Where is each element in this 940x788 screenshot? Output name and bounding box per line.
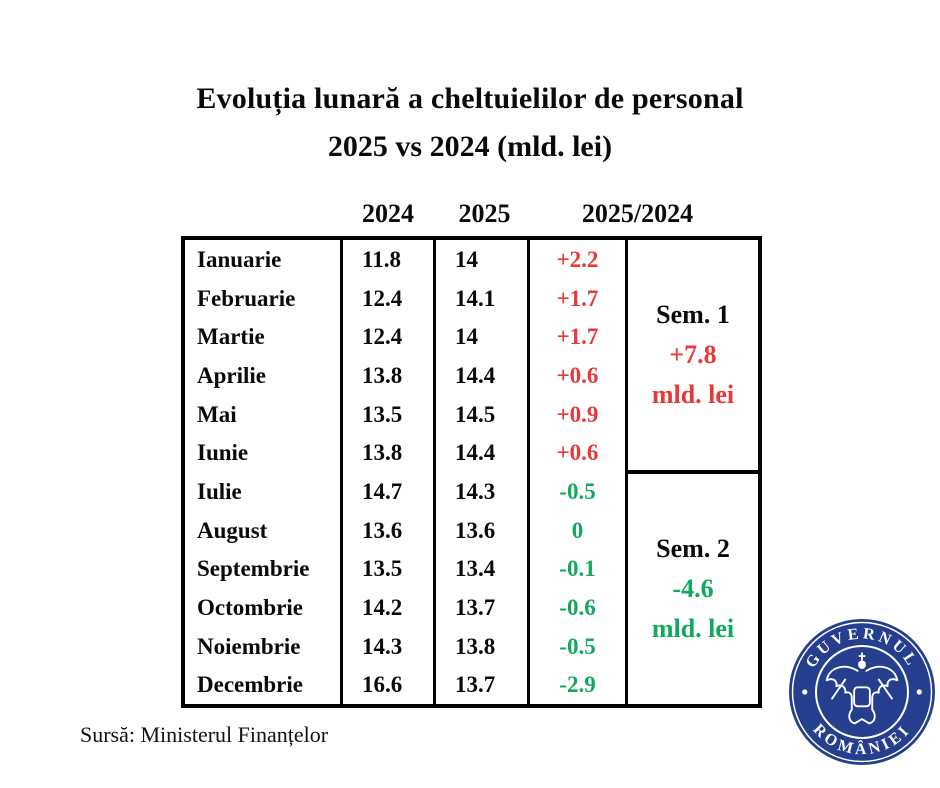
- value-2025: 14: [455, 324, 478, 350]
- semester-summary-column: Sem. 1 +7.8 mld. lei Sem. 2 -4.6 mld. le…: [625, 240, 758, 704]
- diff-value: +0.6: [556, 440, 599, 466]
- value-2024: 12.4: [362, 324, 403, 350]
- column-headers: 2024 2025 2025/2024: [0, 199, 940, 231]
- value-2025: 13.4: [455, 556, 496, 582]
- month-label: Ianuarie: [197, 246, 282, 272]
- semester-2-unit: mld. lei: [651, 614, 735, 643]
- value-2024: 16.6: [362, 672, 403, 698]
- header-2025-2024: 2025/2024: [581, 199, 694, 228]
- diff-value: +1.7: [556, 324, 599, 350]
- month-label: Decembrie: [197, 672, 303, 698]
- diff-value: +2.2: [556, 246, 599, 272]
- diff-value: +0.6: [556, 362, 599, 388]
- header-2025: 2025: [458, 199, 511, 228]
- semester-2-label: Sem. 2: [656, 534, 730, 563]
- diff-value: -2.9: [559, 672, 596, 698]
- month-label: August: [197, 517, 268, 543]
- month-label: Iulie: [197, 478, 242, 504]
- month-label: Aprilie: [197, 362, 266, 388]
- difference-column: +2.2 +1.7 +1.7 +0.6 +0.9 +0.6 -0.5 0 -0.…: [527, 240, 625, 704]
- value-2025: 13.7: [455, 672, 496, 698]
- month-column: Ianuarie Februarie Martie Aprilie Mai Iu…: [185, 240, 340, 704]
- eagle-coat-of-arms-icon: [825, 652, 899, 725]
- semester-2-value: -4.6: [672, 574, 714, 603]
- right-dot-icon: [916, 689, 922, 695]
- page-subtitle: 2025 vs 2024 (mld. lei): [327, 130, 613, 163]
- value-2025: 14.4: [455, 362, 496, 388]
- month-label: Noiembrie: [197, 633, 301, 659]
- value-2025: 14.1: [455, 285, 496, 311]
- semester-2-summary: Sem. 2 -4.6 mld. lei: [628, 474, 758, 704]
- diff-value: 0: [571, 517, 584, 543]
- value-2024: 13.6: [362, 517, 403, 543]
- value-2024: 13.8: [362, 362, 403, 388]
- diff-value: +1.7: [556, 285, 599, 311]
- diff-value: -0.5: [559, 633, 596, 659]
- value-2025: 13.7: [455, 594, 496, 620]
- diff-value: -0.5: [559, 478, 596, 504]
- value-2025: 14: [455, 246, 478, 272]
- value-2024: 13.5: [362, 401, 403, 427]
- value-2024: 11.8: [362, 246, 401, 272]
- diff-value: -0.6: [559, 594, 596, 620]
- semester-1-unit: mld. lei: [651, 380, 735, 409]
- value-2024: 14.7: [362, 478, 403, 504]
- semester-1-label: Sem. 1: [656, 300, 730, 329]
- value-2024: 14.3: [362, 633, 403, 659]
- left-dot-icon: [802, 689, 808, 695]
- month-label: Iunie: [197, 440, 249, 466]
- value-2024: 13.5: [362, 556, 403, 582]
- month-label: Februarie: [197, 285, 296, 311]
- semester-1-summary: Sem. 1 +7.8 mld. lei: [628, 240, 758, 474]
- header-2024: 2024: [362, 199, 414, 228]
- value-2025: 14.3: [455, 478, 496, 504]
- value-2024: 12.4: [362, 285, 403, 311]
- month-label: Martie: [197, 324, 265, 350]
- value-2025: 13.8: [455, 633, 496, 659]
- values-2024-column: 11.8 12.4 12.4 13.8 13.5 13.8 14.7 13.6 …: [340, 240, 433, 704]
- month-label: Mai: [197, 401, 237, 427]
- month-label: Septembrie: [197, 556, 310, 582]
- month-label: Octombrie: [197, 594, 304, 620]
- value-2024: 13.8: [362, 440, 403, 466]
- source-note: Sursă: Ministerul Finanțelor: [80, 722, 329, 747]
- diff-value: +0.9: [556, 401, 599, 427]
- government-logo: GUVERNUL ROMÂNIEI: [789, 619, 935, 765]
- value-2025: 14.4: [455, 440, 496, 466]
- government-seal: GUVERNUL ROMÂNIEI: [789, 619, 935, 765]
- values-2025-column: 14 14.1 14 14.4 14.5 14.4 14.3 13.6 13.4…: [433, 240, 527, 704]
- value-2025: 14.5: [455, 401, 496, 427]
- page-title: Evoluția lunară a cheltuielilor de perso…: [196, 82, 744, 115]
- diff-value: -0.1: [559, 556, 596, 582]
- data-table: Ianuarie Februarie Martie Aprilie Mai Iu…: [181, 236, 762, 708]
- semester-1-value: +7.8: [669, 340, 717, 369]
- value-2024: 14.2: [362, 594, 403, 620]
- value-2025: 13.6: [455, 517, 496, 543]
